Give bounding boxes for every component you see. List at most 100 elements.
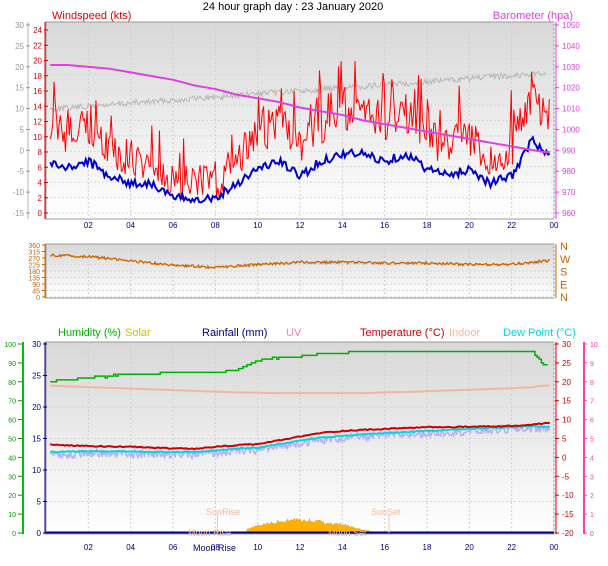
direction-tick-label: 0 — [36, 295, 40, 302]
barometer-tick-label: 960 — [562, 209, 576, 218]
panel2-series — [50, 253, 550, 270]
rainfall-tick-label: 15 — [32, 435, 41, 444]
apparent-temperature-line — [49, 422, 551, 461]
barometer-tick-label: 1010 — [562, 105, 580, 114]
direction-tick-label: 90 — [32, 282, 40, 289]
humidity-tick-label: 40 — [8, 455, 16, 462]
panel-wind-barometer: Windspeed (kts) Barometer (hpa) 24 22 20 18… — [12, 10, 580, 230]
uv-tick-label: 3 — [590, 474, 594, 481]
gray-axis-tick-label: 20 — [15, 63, 24, 72]
direction-tick-label: 270 — [28, 256, 40, 263]
gray-axis-tick-label: 25 — [15, 42, 24, 51]
panel3-grid — [46, 342, 555, 534]
x-tick-label: 20 — [465, 221, 474, 230]
temperature-tick-label: -15 — [562, 510, 574, 519]
windspeed-tick-label: 4 — [38, 179, 43, 188]
wind-gray-line — [49, 70, 547, 113]
temperature-tick-label: -10 — [562, 491, 574, 500]
humidity-tick-label: 100 — [4, 342, 16, 349]
x-tick-label: 16 — [380, 221, 389, 230]
x-tick-label: 12 — [296, 543, 305, 552]
temperature-tick-label: 5 — [562, 435, 567, 444]
humidity-tick-label: 60 — [8, 418, 16, 425]
compass-label: S — [560, 267, 567, 279]
compass-label: W — [560, 254, 571, 266]
temperature-tick-label: 25 — [562, 359, 571, 368]
compass-label: N — [560, 292, 568, 304]
gray-axis-tick-label: -10 — [12, 188, 24, 197]
windspeed-tick-label: 18 — [33, 72, 42, 81]
x-tick-label: 20 — [465, 543, 474, 552]
x-tick-label: 14 — [338, 221, 347, 230]
x-tick-label: 18 — [423, 543, 432, 552]
temperature-tick-label: 15 — [562, 397, 571, 406]
panel3-series — [46, 350, 554, 534]
moonrise-label: Moon Rise — [188, 528, 231, 538]
wind-average-line — [49, 135, 550, 204]
x-tick-label: 18 — [423, 221, 432, 230]
compass-label: N — [560, 241, 568, 253]
temperature-tick-label: 20 — [562, 378, 571, 387]
rainfall-tick-label: 0 — [37, 529, 42, 538]
barometer-tick-label: 980 — [562, 167, 576, 176]
rainfall-tick-label: 10 — [32, 466, 41, 475]
moonrise-bottom-label: Moon Rise — [193, 543, 236, 553]
x-tick-label: 02 — [84, 221, 93, 230]
temperature-tick-label: 30 — [562, 340, 571, 349]
indoor-legend: Indoor — [449, 327, 481, 339]
barometer-tick-label: 1040 — [562, 42, 580, 51]
barometer-tick-label: 1000 — [562, 125, 580, 134]
windspeed-tick-label: 12 — [33, 118, 42, 127]
windspeed-tick-label: 6 — [38, 163, 43, 172]
gray-axis-tick-label: 30 — [15, 21, 24, 30]
rainfall-tick-label: 25 — [32, 372, 41, 381]
windspeed-tick-label: 0 — [38, 209, 43, 218]
temperature-tick-label: -20 — [562, 529, 574, 538]
panel3-axes: 1009080706050403020100302520151050302520… — [4, 340, 598, 538]
gray-axis-tick-label: 15 — [15, 84, 24, 93]
gray-axis-tick-label: 5 — [20, 125, 25, 134]
x-tick-label: 10 — [253, 543, 262, 552]
humidity-tick-label: 0 — [12, 531, 16, 538]
x-tick-label: 22 — [507, 221, 516, 230]
barometer-tick-label: 1030 — [562, 63, 580, 72]
temperature-tick-label: 0 — [562, 453, 567, 462]
x-tick-label: 14 — [338, 543, 347, 552]
barometer-axis-label: Barometer (hpa) — [493, 10, 573, 22]
direction-tick-label: 45 — [32, 289, 40, 296]
barometer-tick-label: 970 — [562, 188, 576, 197]
gray-axis-tick-label: 10 — [15, 105, 24, 114]
humidity-tick-label: 80 — [8, 380, 16, 387]
uv-tick-label: 2 — [590, 493, 594, 500]
rainfall-tick-label: 5 — [37, 498, 42, 507]
humidity-line — [50, 350, 548, 383]
humidity-tick-label: 70 — [8, 399, 16, 406]
humidity-tick-label: 30 — [8, 474, 16, 481]
panel1-x-ticks: 02 04 06 08 10 12 14 16 18 20 22 00 — [84, 221, 559, 230]
panel1-series — [49, 61, 550, 204]
moonset-label: Moon Set — [328, 528, 367, 538]
direction-tick-label: 180 — [28, 269, 40, 276]
x-tick-label: 04 — [126, 543, 135, 552]
panel2-grid — [46, 244, 555, 298]
wind-direction-line — [50, 253, 550, 270]
direction-tick-label: 360 — [28, 243, 40, 250]
humidity-tick-label: 90 — [8, 361, 16, 368]
temperature-tick-label: 10 — [562, 416, 571, 425]
solar-legend: Solar — [125, 327, 151, 339]
gray-axis-tick-label: -15 — [12, 209, 24, 218]
compass-label: E — [560, 279, 567, 291]
x-tick-label: 06 — [169, 221, 178, 230]
uv-tick-label: 5 — [590, 437, 594, 444]
uv-legend: UV — [286, 327, 302, 339]
windspeed-tick-label: 24 — [33, 26, 42, 35]
sunrise-label: SunRise — [206, 507, 240, 517]
x-tick-label: 06 — [169, 543, 178, 552]
direction-tick-label: 135 — [28, 276, 40, 283]
windspeed-axis-label: Windspeed (kts) — [52, 10, 131, 22]
dewpoint-legend: Dew Point (°C) — [503, 327, 576, 339]
uv-tick-label: 8 — [590, 380, 594, 387]
